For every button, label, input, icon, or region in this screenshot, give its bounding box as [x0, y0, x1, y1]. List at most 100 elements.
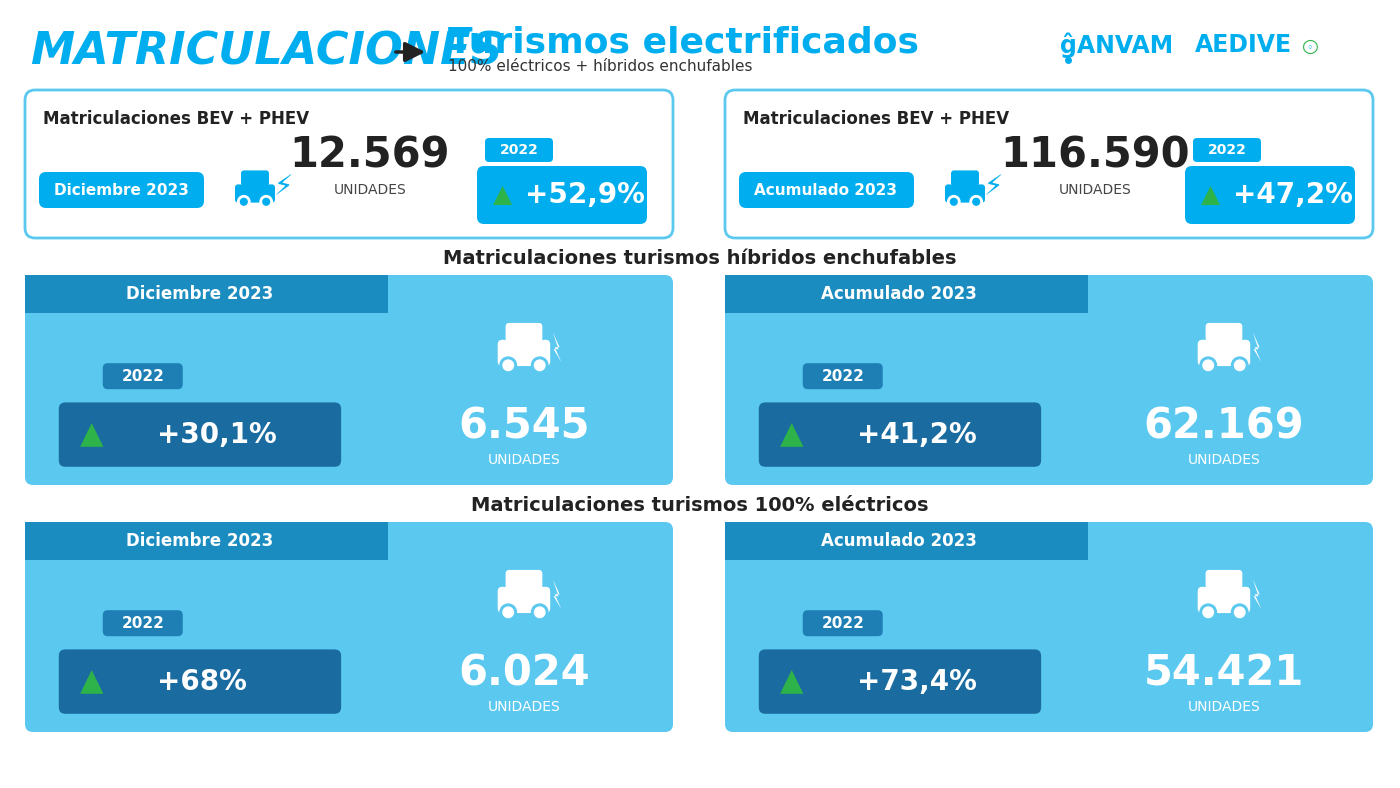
- Polygon shape: [1253, 579, 1261, 609]
- Text: ĝANVAM: ĝANVAM: [1060, 32, 1173, 58]
- Text: ▲: ▲: [780, 420, 804, 449]
- FancyBboxPatch shape: [725, 522, 1088, 560]
- Circle shape: [970, 195, 983, 208]
- Text: 2022: 2022: [1208, 143, 1246, 157]
- Text: +52,9%: +52,9%: [525, 181, 645, 209]
- Polygon shape: [553, 333, 561, 362]
- Circle shape: [503, 607, 514, 618]
- Text: 2022: 2022: [500, 143, 539, 157]
- Text: UNIDADES: UNIDADES: [487, 700, 560, 714]
- Bar: [372, 275, 388, 313]
- FancyBboxPatch shape: [57, 648, 343, 716]
- FancyBboxPatch shape: [25, 275, 388, 313]
- FancyBboxPatch shape: [1184, 166, 1355, 224]
- Text: +68%: +68%: [157, 667, 246, 696]
- FancyBboxPatch shape: [241, 170, 269, 186]
- Circle shape: [1203, 360, 1214, 370]
- Text: ▲: ▲: [80, 667, 104, 696]
- Text: Matriculaciones turismos híbridos enchufables: Matriculaciones turismos híbridos enchuf…: [444, 248, 956, 267]
- FancyBboxPatch shape: [1205, 323, 1242, 342]
- FancyBboxPatch shape: [802, 610, 883, 636]
- Text: 100% eléctricos + híbridos enchufables: 100% eléctricos + híbridos enchufables: [448, 58, 753, 73]
- Text: 6.545: 6.545: [458, 405, 589, 448]
- Text: Matriculaciones BEV + PHEV: Matriculaciones BEV + PHEV: [743, 110, 1009, 128]
- FancyBboxPatch shape: [725, 522, 1373, 732]
- Text: 2022: 2022: [822, 369, 864, 384]
- FancyBboxPatch shape: [739, 172, 914, 208]
- Text: Matriculaciones turismos 100% eléctricos: Matriculaciones turismos 100% eléctricos: [472, 496, 928, 515]
- Circle shape: [1232, 604, 1247, 621]
- Circle shape: [535, 607, 545, 618]
- Polygon shape: [553, 579, 561, 609]
- Text: ⚡: ⚡: [273, 173, 293, 201]
- Circle shape: [500, 604, 517, 621]
- Text: 2022: 2022: [822, 615, 864, 630]
- Text: ⚡: ⚡: [398, 532, 407, 546]
- Text: Diciembre 2023: Diciembre 2023: [126, 285, 273, 303]
- Text: Diciembre 2023: Diciembre 2023: [53, 183, 189, 198]
- Text: +41,2%: +41,2%: [857, 421, 977, 448]
- Text: MATRICULACIONES: MATRICULACIONES: [29, 31, 503, 73]
- Text: Turismos electrificados: Turismos electrificados: [448, 25, 918, 59]
- FancyBboxPatch shape: [945, 184, 986, 203]
- Circle shape: [948, 195, 960, 208]
- FancyBboxPatch shape: [1193, 138, 1261, 162]
- FancyBboxPatch shape: [25, 522, 388, 560]
- Text: ▲: ▲: [780, 667, 804, 696]
- Text: 54.421: 54.421: [1144, 652, 1305, 694]
- Text: UNIDADES: UNIDADES: [1058, 183, 1131, 197]
- Text: ⚡: ⚡: [983, 173, 1002, 201]
- Circle shape: [1232, 357, 1247, 374]
- Text: ▲: ▲: [1201, 183, 1221, 207]
- FancyBboxPatch shape: [505, 570, 542, 589]
- Bar: [1072, 275, 1088, 313]
- Text: ⚡: ⚡: [1098, 285, 1107, 299]
- Text: ⚡: ⚡: [398, 285, 407, 299]
- FancyBboxPatch shape: [505, 323, 542, 342]
- FancyBboxPatch shape: [1198, 340, 1250, 366]
- Circle shape: [532, 604, 547, 621]
- Text: +47,2%: +47,2%: [1233, 181, 1352, 209]
- FancyBboxPatch shape: [1205, 570, 1242, 589]
- FancyBboxPatch shape: [235, 184, 274, 203]
- Text: 2022: 2022: [122, 615, 164, 630]
- Bar: [725, 303, 1088, 313]
- FancyBboxPatch shape: [951, 170, 979, 186]
- FancyBboxPatch shape: [25, 522, 388, 560]
- FancyBboxPatch shape: [757, 648, 1043, 716]
- FancyBboxPatch shape: [39, 172, 204, 208]
- Text: 116.590: 116.590: [1000, 134, 1190, 176]
- Text: +30,1%: +30,1%: [157, 421, 277, 448]
- Text: ▲: ▲: [493, 183, 512, 207]
- FancyBboxPatch shape: [57, 401, 343, 468]
- FancyBboxPatch shape: [25, 90, 673, 238]
- Circle shape: [951, 199, 958, 205]
- FancyBboxPatch shape: [477, 166, 647, 224]
- FancyBboxPatch shape: [725, 522, 1088, 560]
- FancyBboxPatch shape: [484, 138, 553, 162]
- Text: Matriculaciones BEV + PHEV: Matriculaciones BEV + PHEV: [43, 110, 309, 128]
- Circle shape: [241, 199, 248, 205]
- Text: Acumulado 2023: Acumulado 2023: [822, 285, 977, 303]
- Text: +73,4%: +73,4%: [857, 667, 977, 696]
- Circle shape: [1200, 604, 1217, 621]
- FancyBboxPatch shape: [102, 610, 183, 636]
- FancyBboxPatch shape: [25, 522, 673, 732]
- Circle shape: [532, 357, 547, 374]
- Polygon shape: [1253, 333, 1261, 362]
- Text: Acumulado 2023: Acumulado 2023: [755, 183, 897, 198]
- Text: 62.169: 62.169: [1144, 405, 1305, 448]
- Text: Acumulado 2023: Acumulado 2023: [822, 532, 977, 550]
- Text: ⚡: ⚡: [1098, 532, 1107, 546]
- Circle shape: [1235, 360, 1245, 370]
- Text: ○: ○: [1302, 36, 1319, 55]
- Bar: [25, 550, 388, 560]
- FancyBboxPatch shape: [725, 275, 1373, 485]
- Circle shape: [263, 199, 270, 205]
- Text: ◦: ◦: [1306, 43, 1313, 53]
- Circle shape: [1200, 357, 1217, 374]
- Circle shape: [535, 360, 545, 370]
- FancyBboxPatch shape: [25, 275, 388, 313]
- Text: Diciembre 2023: Diciembre 2023: [126, 532, 273, 550]
- FancyBboxPatch shape: [757, 401, 1043, 468]
